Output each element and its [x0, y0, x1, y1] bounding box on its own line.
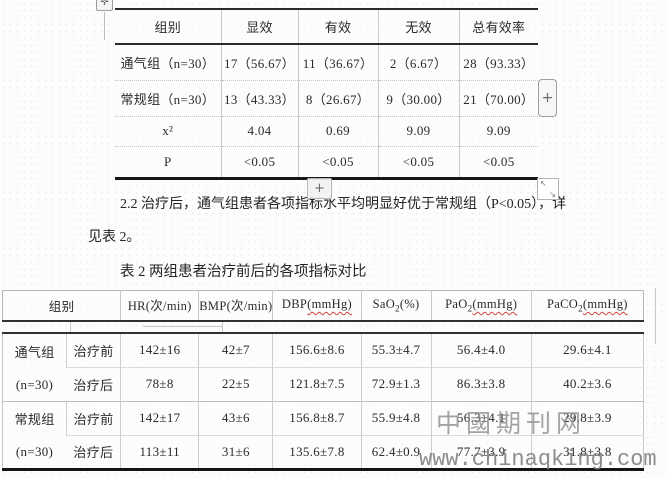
t2-cell: 43±6: [198, 400, 273, 436]
group-name: 常规组: [14, 412, 55, 428]
t2-cell: 55.9±4.8: [360, 400, 432, 436]
t1-header-effective: 有效: [297, 9, 378, 45]
table-row: P <0.05 <0.05 <0.05 <0.05: [115, 145, 538, 178]
t2-cell: 29.8±3.9: [530, 400, 644, 436]
t1-cell: 8（26.67）: [297, 79, 378, 116]
spellcheck-underline: (mmHg): [472, 297, 518, 311]
t1-cell: <0.05: [458, 145, 538, 178]
group-name: 通气组: [14, 345, 55, 360]
t2-cell: 56.4±4.0: [430, 333, 532, 367]
t2-cell: 156.6±8.6: [272, 333, 362, 367]
gridline-stub: [222, 322, 223, 332]
t2-header-paco2: PaCO2(mmHg): [530, 290, 644, 321]
table-row: 通气组 (n=30) 治疗前 142±16 42±7 156.6±8.6 55.…: [3, 333, 644, 392]
t2-group-cell: 常规组 (n=30): [2, 400, 67, 469]
t2-cell: 72.9±1.3: [360, 366, 432, 401]
table-row: 常规组（n=30） 13（43.33） 8（26.67） 9（30.00） 21…: [115, 79, 538, 116]
t2-header-pao2: PaO2(mmHg): [430, 290, 532, 321]
gridline-stub: [70, 322, 71, 332]
t2-header-group: 组别: [48, 299, 75, 314]
t2-cell: 135.6±7.8: [272, 435, 362, 469]
t1-header-ineffective: 无效: [377, 9, 459, 45]
paragraph-line-2: 见表 2。: [88, 230, 141, 245]
table-efficacy: 组别 显效 有效 无效 总有效率 通气组（n=30） 17（56.67） 11（…: [115, 8, 538, 180]
t1-cell: 21（70.00）: [458, 79, 538, 116]
table-row: 治疗后 78±8 22±5 121.8±7.5 72.9±1.3 86.3±3.…: [3, 366, 644, 401]
group-n: (n=30): [15, 376, 54, 392]
table-resize-handle-icon[interactable]: ↖ ↘: [537, 178, 559, 200]
gridline-stub: [655, 288, 656, 344]
t1-header-group: 组别: [115, 9, 221, 45]
t2-group-cell: 通气组 (n=30): [3, 333, 67, 401]
table2-caption: 表 2 两组患者治疗前后的各项指标对比: [120, 264, 367, 280]
t1-header-marked-effect: 显效: [220, 9, 298, 45]
group-n: (n=30): [15, 443, 54, 459]
paragraph-line-1: 2.2 治疗后，通气组患者各项指标水平均明显好优于常规组（P<0.05），详: [120, 197, 567, 212]
t1-cell: 通气组（n=30）: [120, 55, 216, 71]
insert-row-plus-button[interactable]: +: [538, 79, 557, 117]
t1-cell: <0.05: [297, 145, 378, 178]
t1-cell: P: [115, 145, 221, 178]
gridline-stub: [143, 326, 222, 327]
t1-cell: 4.04: [220, 115, 298, 146]
t2-header-hr: HR(次/min): [120, 290, 199, 321]
t2-cell: 86.3±3.8: [430, 366, 532, 401]
spellcheck-underline: (mmHg): [307, 297, 352, 311]
anchor-plus-icon[interactable]: +: [307, 178, 332, 199]
table-row: 治疗后 113±11 31±6 135.6±7.8 62.4±0.9 77.7±…: [3, 435, 644, 469]
t2-time-cell: 治疗后: [66, 366, 121, 401]
table-indicators-body: 通气组 (n=30) 治疗前 142±16 42±7 156.6±8.6 55.…: [2, 332, 644, 471]
t2-time-cell: 治疗后: [66, 435, 121, 469]
t2-time-cell: 治疗前: [66, 400, 121, 436]
t2-cell: 31.8±3.8: [530, 435, 644, 469]
t2-cell: 29.6±4.1: [530, 333, 644, 367]
t1-cell: 9.09: [458, 115, 538, 146]
resize-arrow-nw-icon: ↖: [540, 179, 547, 188]
watermark-brand: 中國期刊网: [436, 411, 587, 438]
t2-cell: 56.3±4.1: [430, 400, 532, 436]
t2-cell: 77.7±3.9: [430, 435, 532, 469]
t2-cell: 40.2±3.6: [530, 366, 644, 401]
t2-cell: 142±17: [120, 400, 199, 436]
t1-cell: 13（43.33）: [220, 79, 298, 116]
table-row: 通气组（n=30） 17（56.67） 11（36.67） 2（6.67） 28…: [115, 44, 538, 80]
table-row: x² 4.04 0.69 9.09 9.09: [115, 115, 538, 146]
text-cursor: [104, 12, 105, 40]
t1-cell: 9.09: [377, 115, 459, 146]
t1-header-total-rate: 总有效率: [458, 9, 538, 45]
t2-header-bmp: BMP(次/min): [198, 290, 273, 321]
t1-cell: 17（56.67）: [220, 44, 298, 80]
t1-cell: 0.69: [297, 115, 378, 146]
t1-cell: x²: [115, 115, 221, 146]
t2-cell: 78±8: [120, 366, 199, 401]
resize-arrow-se-icon: ↘: [549, 190, 556, 199]
watermark-url: www.chinaqking.com: [419, 447, 657, 472]
t2-time-cell: 治疗前: [66, 333, 121, 367]
t2-header-dbp: DBP(mmHg): [272, 290, 362, 321]
t2-cell: 31±6: [198, 435, 273, 469]
table-indicators-header: 组别 HR(次/min) BMP(次/min) DBP(mmHg) SaO2(%…: [2, 290, 644, 322]
t2-cell: 62.4±0.9: [360, 435, 432, 469]
t2-cell: 42±7: [198, 333, 273, 367]
table-row: 常规组 (n=30) 治疗前 142±17 43±6 156.8±8.7 55.…: [2, 400, 644, 469]
table-move-handle-icon[interactable]: ✛: [96, 0, 113, 11]
spellcheck-underline: (mmHg): [582, 297, 628, 311]
t2-header-sao2: SaO2(%): [360, 290, 432, 321]
t1-cell: 2（6.67）: [377, 44, 459, 80]
t1-cell: <0.05: [377, 145, 459, 178]
t1-cell: <0.05: [220, 145, 298, 178]
t2-cell: 121.8±7.5: [272, 366, 362, 401]
t2-cell: 156.8±8.7: [272, 400, 362, 436]
t2-cell: 22±5: [198, 366, 273, 401]
t2-cell: 55.3±4.7: [360, 333, 432, 367]
table-row: 组别 HR(次/min) BMP(次/min) DBP(mmHg) SaO2(%…: [3, 290, 644, 321]
t1-cell: 28（93.33）: [458, 44, 538, 80]
t1-cell: 常规组（n=30）: [115, 79, 221, 116]
t1-cell: 11（36.67）: [297, 44, 378, 80]
t2-cell: 113±11: [120, 435, 199, 469]
table-row: 组别 显效 有效 无效 总有效率: [115, 9, 538, 45]
t1-cell: 9（30.00）: [377, 79, 459, 116]
t2-cell: 142±16: [120, 333, 199, 367]
